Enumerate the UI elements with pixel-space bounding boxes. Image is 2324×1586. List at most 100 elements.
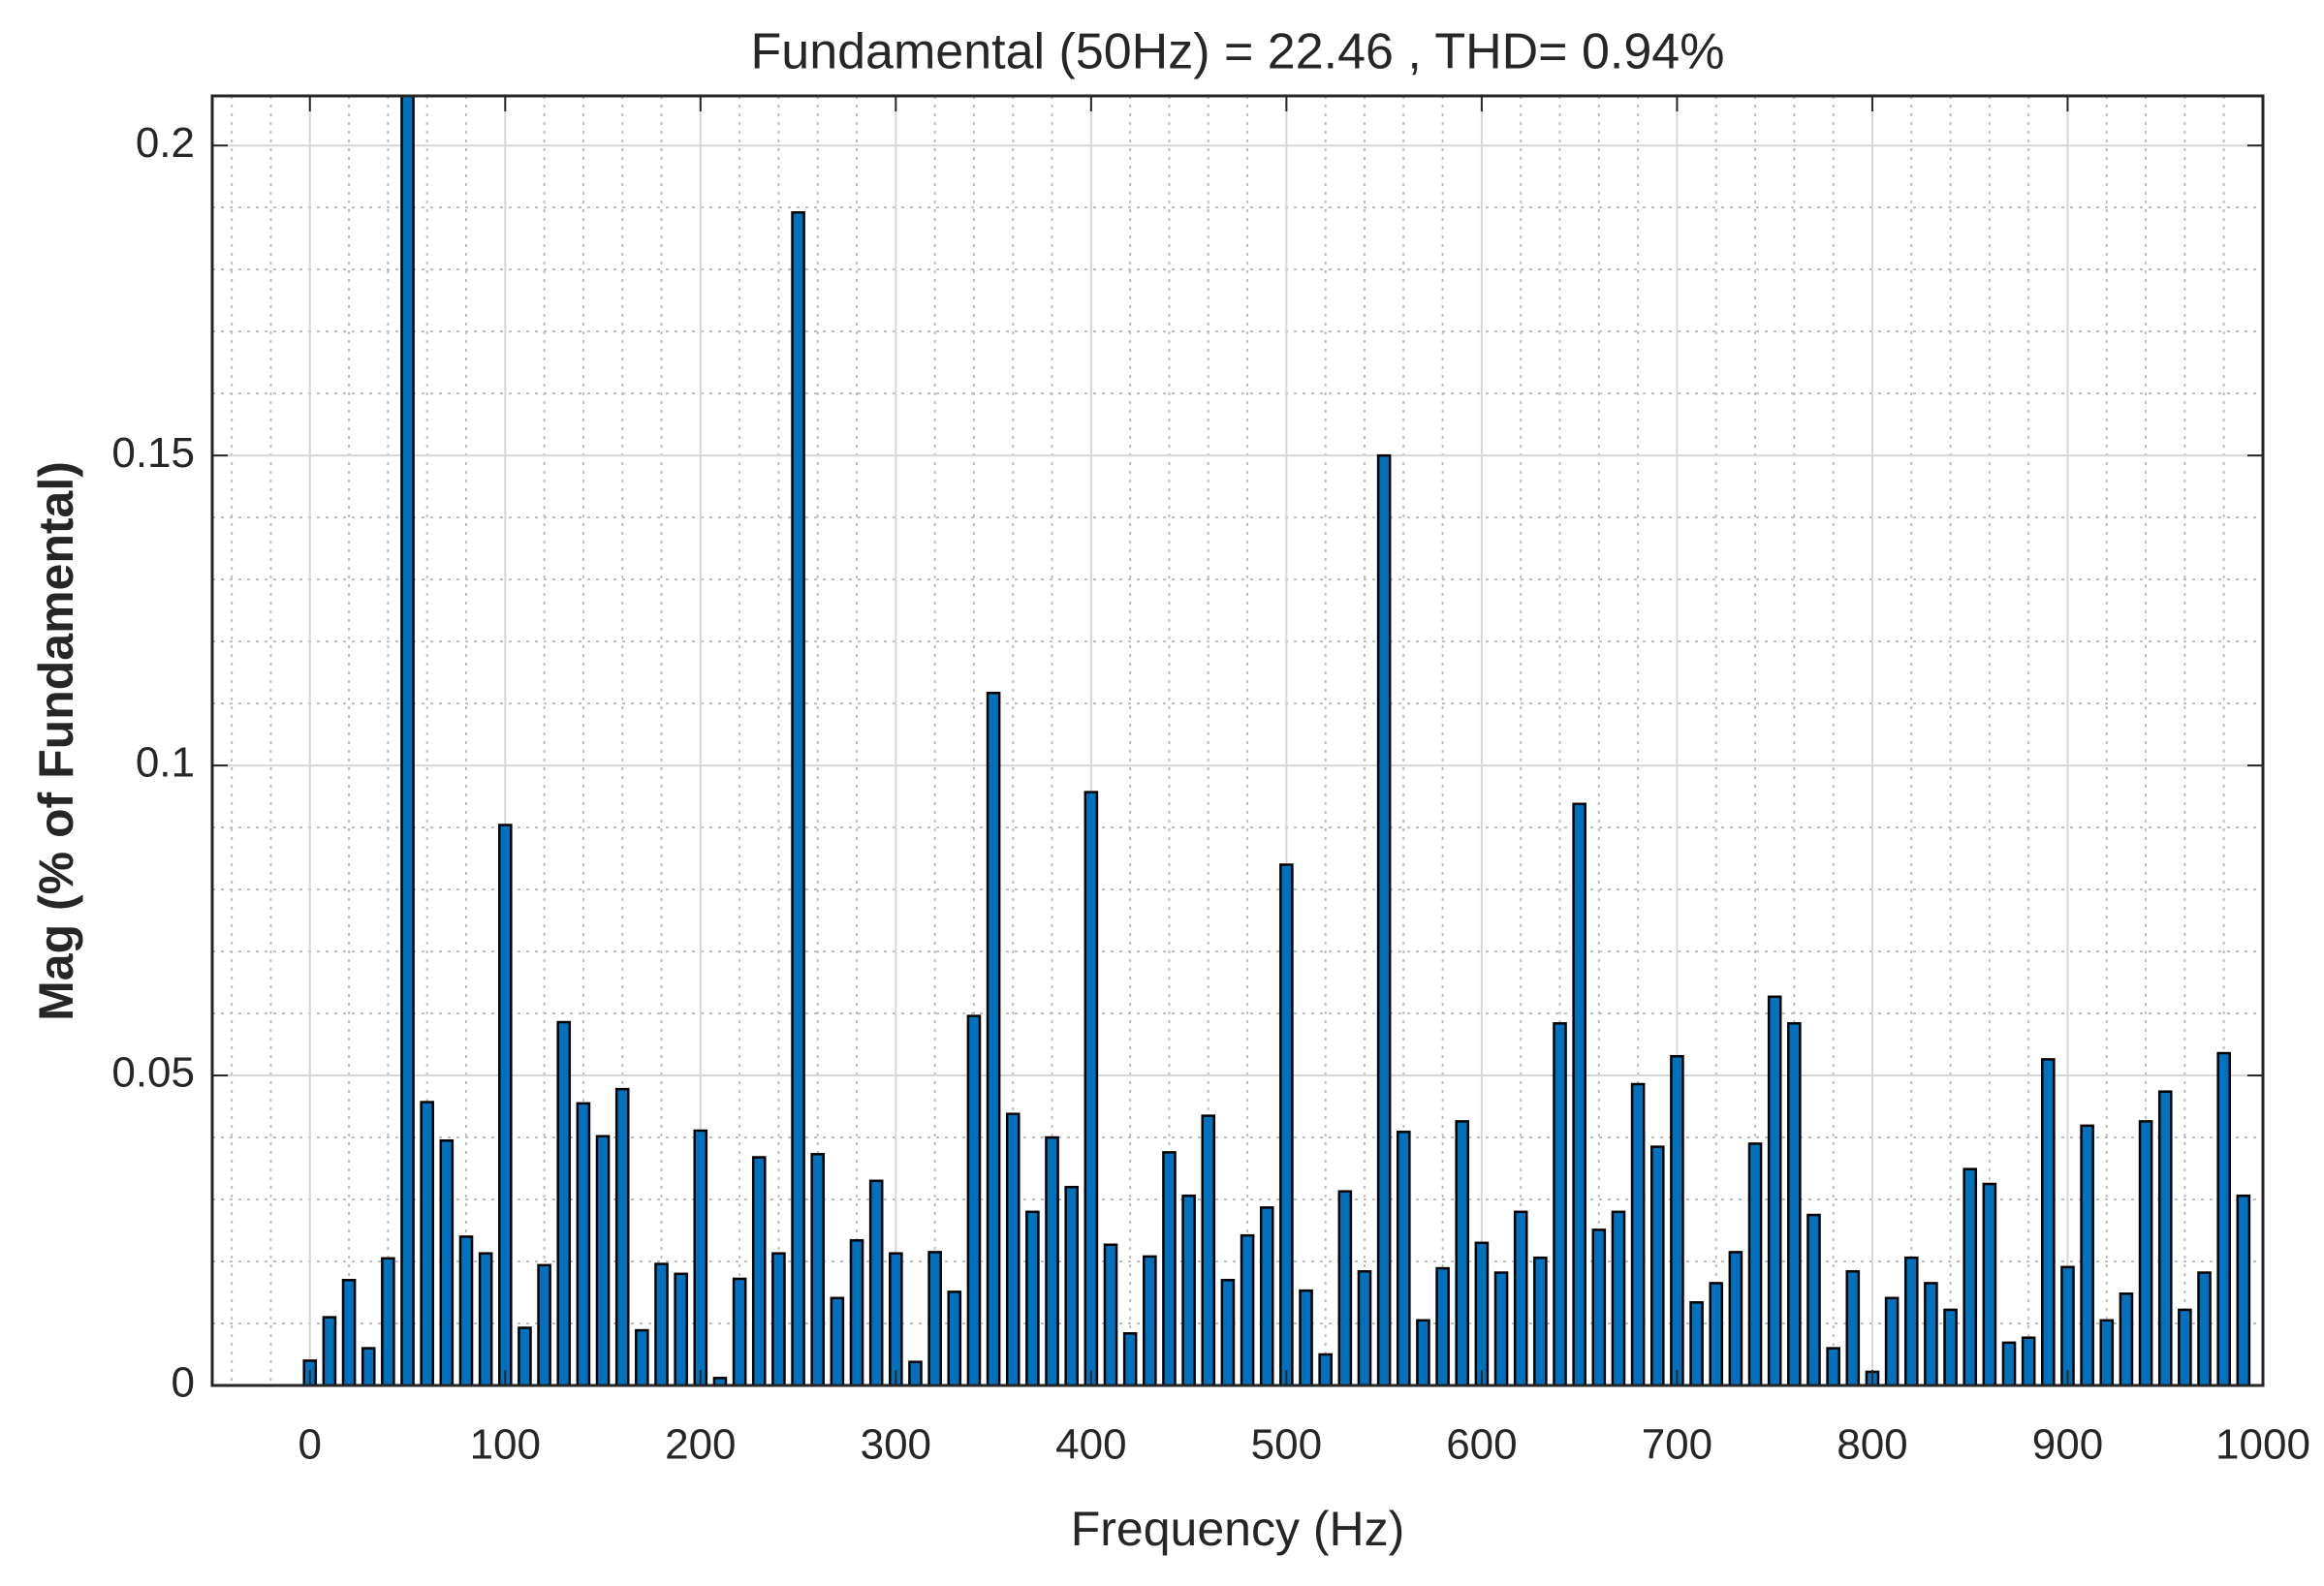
bar: [2099, 1319, 2115, 1385]
plot-area: [212, 96, 2263, 1385]
bar: [2138, 1120, 2153, 1385]
bar: [654, 1262, 669, 1385]
bar: [1064, 1185, 1080, 1385]
bar: [497, 824, 513, 1385]
bar: [1611, 1210, 1626, 1385]
bar: [341, 1278, 357, 1385]
bar: [791, 211, 805, 1385]
bar: [518, 1326, 532, 1385]
bar: [635, 1328, 649, 1385]
bar: [966, 1014, 982, 1385]
bar: [1025, 1210, 1040, 1385]
bar: [439, 1138, 455, 1385]
bar: [2001, 1341, 2017, 1385]
bar: [1201, 1114, 1216, 1385]
bar: [1572, 802, 1586, 1385]
bar: [849, 1239, 864, 1385]
bar: [1005, 1112, 1021, 1385]
bar: [1337, 1190, 1353, 1385]
bar: [1103, 1243, 1118, 1385]
bar: [1357, 1270, 1372, 1385]
bar: [1806, 1213, 1821, 1385]
bar: [2197, 1271, 2212, 1385]
bar: [1649, 1145, 1665, 1385]
bar: [889, 1252, 903, 1385]
bar: [1455, 1120, 1470, 1385]
bar: [1845, 1270, 1861, 1385]
bar: [1240, 1233, 1255, 1385]
bar: [322, 1316, 337, 1385]
bar: [810, 1153, 826, 1385]
x-tick-label: 100: [470, 1421, 541, 1469]
bar: [400, 96, 415, 1385]
bar: [1943, 1308, 1958, 1385]
bar: [1826, 1347, 1840, 1385]
bar: [537, 1263, 551, 1385]
bar: [1747, 1142, 1763, 1385]
bar: [2041, 1058, 2056, 1385]
bar: [927, 1251, 942, 1385]
y-tick-label: 0.05: [111, 1049, 195, 1097]
bar: [868, 1179, 884, 1385]
bar: [1474, 1241, 1490, 1385]
bar: [1689, 1301, 1704, 1385]
bar: [947, 1291, 962, 1385]
bar: [751, 1156, 767, 1385]
y-tick-label: 0.15: [111, 429, 195, 477]
bar: [986, 691, 1001, 1385]
bar: [1376, 453, 1392, 1385]
bar: [693, 1129, 708, 1385]
bar: [908, 1360, 923, 1385]
x-tick-label: 800: [1837, 1421, 1907, 1469]
y-axis-label: Mag (% of Fundamental): [29, 461, 83, 1021]
x-tick-label: 900: [2032, 1421, 2103, 1469]
chart-title: Fundamental (50Hz) = 22.46 , THD= 0.94%: [751, 24, 1725, 80]
bar: [1181, 1194, 1196, 1385]
bar: [2021, 1336, 2036, 1385]
bar: [771, 1252, 786, 1385]
bar: [1279, 863, 1294, 1385]
bar: [830, 1296, 845, 1385]
bar: [1903, 1256, 1919, 1385]
bars: [302, 96, 2251, 1385]
bar: [1630, 1082, 1646, 1385]
x-tick-label: 200: [665, 1421, 736, 1469]
bar: [1045, 1135, 1059, 1385]
bar: [595, 1135, 611, 1385]
bar: [458, 1235, 474, 1385]
bar: [712, 1377, 728, 1385]
x-tick-label: 1000: [2215, 1421, 2310, 1469]
bar: [576, 1102, 591, 1385]
bar: [2216, 1051, 2231, 1385]
bar: [1162, 1151, 1177, 1385]
bar: [1318, 1353, 1333, 1385]
bar: [1924, 1282, 1938, 1385]
bar: [556, 1020, 572, 1385]
bar: [732, 1277, 747, 1385]
bar: [1728, 1251, 1743, 1385]
x-tick-label: 700: [1642, 1421, 1712, 1469]
bar: [674, 1272, 688, 1385]
bar: [1435, 1266, 1450, 1385]
bar: [1143, 1255, 1157, 1385]
bar: [1299, 1289, 1313, 1385]
bar: [1982, 1182, 1997, 1385]
bar: [1396, 1131, 1411, 1385]
bar: [1670, 1054, 1684, 1385]
bar: [1963, 1167, 1978, 1385]
y-tick-label: 0.1: [136, 739, 195, 787]
bar: [1533, 1256, 1548, 1385]
x-axis-label: Frequency (Hz): [1071, 1502, 1405, 1556]
bar: [1083, 791, 1099, 1385]
bar: [2236, 1194, 2251, 1385]
bar: [2060, 1265, 2075, 1385]
bar: [1553, 1022, 1567, 1385]
x-tick-label: 300: [861, 1421, 931, 1469]
axes: 0 100 200 300 400 500 600 700 800 900 1000 0 0.05 0.1…: [111, 94, 2310, 1469]
bar: [1122, 1331, 1138, 1385]
bar: [420, 1101, 434, 1385]
x-tick-label: 500: [1251, 1421, 1322, 1469]
bar: [2080, 1124, 2094, 1385]
bar: [1513, 1210, 1528, 1385]
